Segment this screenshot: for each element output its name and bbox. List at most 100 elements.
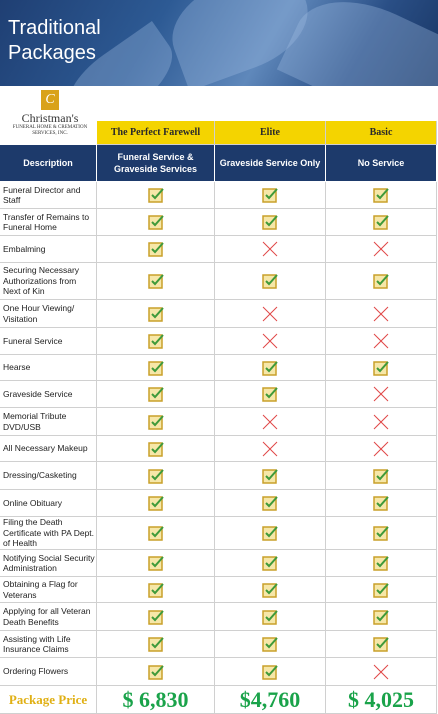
status-cell [215,236,326,263]
status-cell [215,209,326,236]
banner: Traditional Packages [0,0,438,86]
row-label: Embalming [0,236,97,263]
check-icon [147,496,164,511]
status-cell [326,517,437,550]
status-cell [97,355,215,381]
status-cell [215,381,326,408]
check-icon [373,556,389,571]
status-cell [326,550,437,577]
package-name: Elite [215,121,326,145]
x-icon [373,241,389,257]
x-icon [262,441,278,456]
check-icon [147,556,164,571]
status-cell [215,436,326,462]
row-label: Filing the Death Certificate with PA Dep… [0,517,97,550]
status-cell [97,550,215,577]
row-label: One Hour Viewing/ Visitation [0,300,97,328]
x-icon [262,414,278,429]
status-cell [97,209,215,236]
title: Traditional Packages [8,17,101,64]
check-icon [147,387,164,402]
status-cell [215,631,326,658]
check-icon [262,609,278,625]
status-cell [97,300,215,328]
status-cell [326,355,437,381]
check-icon [147,582,164,598]
row-label: Dressing/Casketing [0,462,97,490]
status-cell [326,236,437,263]
row-label: Graveside Service [0,381,97,408]
logo: C Christman's FUNERAL HOME & CREMATION S… [10,90,90,137]
status-cell [215,603,326,631]
check-icon [373,274,389,289]
column-header: Funeral Service & Graveside Services [97,145,215,182]
check-icon [373,496,389,511]
row-label: Obtaining a Flag for Veterans [0,577,97,603]
status-cell [97,381,215,408]
row-label: Securing Necessary Authorizations from N… [0,263,97,300]
check-icon [262,215,278,230]
status-cell [215,658,326,686]
check-icon [147,274,164,289]
check-icon [262,360,278,376]
check-icon [373,582,389,598]
check-icon [262,582,278,598]
status-cell [97,328,215,355]
status-cell [97,490,215,517]
check-icon [373,188,389,203]
status-cell [326,436,437,462]
status-cell [326,603,437,631]
check-icon [262,188,278,203]
row-label: Assisting with Life Insurance Claims [0,631,97,658]
row-label: Applying for all Veteran Death Benefits [0,603,97,631]
status-cell [215,550,326,577]
logo-name: Christman's [21,111,79,125]
row-label: Ordering Flowers [0,658,97,686]
status-cell [215,300,326,328]
row-label: Memorial Tribute DVD/USB [0,408,97,436]
package-price: $ 4,025 [326,686,437,714]
check-icon [262,274,278,289]
check-icon [147,468,164,484]
check-icon [262,664,278,680]
row-label: Funeral Service [0,328,97,355]
logo-subtitle: FUNERAL HOME & CREMATION SERVICES, INC. [12,125,88,136]
status-cell [97,408,215,436]
status-cell [326,490,437,517]
check-icon [147,414,164,430]
check-icon [262,387,278,402]
status-cell [97,182,215,209]
row-label: Online Obituary [0,490,97,517]
row-label: Notifying Social Security Administration [0,550,97,577]
x-icon [262,333,278,349]
status-cell [97,658,215,686]
status-cell [97,603,215,631]
column-header: No Service [326,145,437,182]
check-icon [147,215,164,230]
check-icon [147,242,164,257]
status-cell [326,658,437,686]
check-icon [373,526,389,541]
check-icon [147,306,164,322]
status-cell [97,577,215,603]
status-cell [97,263,215,300]
x-icon [373,664,389,679]
package-name: Basic [326,121,437,145]
status-cell [215,490,326,517]
status-cell [326,263,437,300]
status-cell [215,408,326,436]
check-icon [147,188,164,203]
status-cell [215,355,326,381]
status-cell [97,236,215,263]
check-icon [147,609,164,625]
status-cell [326,631,437,658]
status-cell [97,462,215,490]
x-icon [373,414,389,429]
x-icon [373,386,389,402]
check-icon [262,556,278,571]
x-icon [262,306,278,321]
check-icon [373,360,389,376]
row-label: Hearse [0,355,97,381]
status-cell [215,182,326,209]
